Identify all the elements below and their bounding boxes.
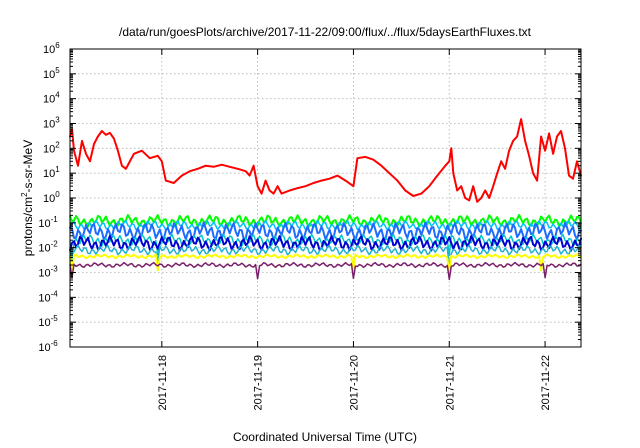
y-tick-label-base: 10 [38, 317, 50, 329]
series-line-4 [69, 221, 582, 242]
series-line-9 [69, 261, 582, 281]
y-tick-label: 10-4 [38, 289, 58, 304]
y-axis-label-rest: -s-sr-MeV [21, 140, 35, 193]
y-tick-label-base: 10 [38, 342, 50, 354]
y-tick-label: 10-6 [38, 339, 58, 354]
y-tick-label-exp: 1 [55, 165, 60, 174]
grid-lines [70, 49, 581, 347]
y-tick-label-exp: 5 [55, 66, 60, 75]
y-axis-label: protons/cm2-s-sr-MeV [20, 140, 35, 256]
y-tick-label: 104 [43, 91, 60, 106]
y-tick-label-base: 10 [43, 143, 55, 155]
y-tick-label-exp: -3 [51, 265, 59, 274]
y-tick-label-exp: 6 [55, 41, 60, 50]
x-tick-label: 2017-11-22 [540, 355, 552, 410]
y-tick-label-exp: -4 [51, 289, 59, 298]
y-tick-label-base: 10 [43, 119, 55, 131]
y-tick-label-exp: 4 [55, 91, 60, 100]
y-tick-label: 10-2 [38, 240, 58, 255]
x-tick-label: 2017-11-20 [348, 355, 360, 410]
y-tick-label-exp: 3 [55, 116, 60, 125]
series-line-8 [69, 253, 582, 274]
y-tick-label: 101 [43, 165, 60, 180]
y-tick-label-base: 10 [38, 292, 50, 304]
series-line-2 [69, 213, 582, 228]
y-tick-label-exp: -1 [51, 215, 59, 224]
y-tick-label-base: 10 [43, 69, 55, 81]
y-tick-label: 103 [43, 116, 60, 131]
x-axis: 2017-11-18 2017-11-19 2017-11-20 2017-11-21… [157, 49, 552, 410]
chart-title: /data/run/goesPlots/archive/2017-11-22/0… [119, 25, 532, 39]
y-axis-label-sup: 2 [20, 192, 29, 197]
y-tick-label-exp: -6 [51, 339, 59, 348]
x-axis-label: Coordinated Universal Time (UTC) [233, 430, 417, 444]
y-tick-label-exp: 0 [55, 190, 60, 199]
x-tick-label: 2017-11-19 [253, 355, 265, 410]
y-tick-label-base: 10 [38, 243, 50, 255]
y-tick-label: 105 [43, 66, 60, 81]
y-tick-label-base: 10 [38, 218, 50, 230]
y-tick-label: 10-5 [38, 314, 58, 329]
y-tick-label: 102 [43, 140, 60, 155]
y-tick-label-base: 10 [43, 94, 55, 106]
y-tick-label-base: 10 [43, 44, 55, 56]
y-tick-label: 106 [43, 41, 60, 56]
series-line-6 [69, 234, 582, 252]
y-tick-label-base: 10 [38, 268, 50, 280]
x-tick-label: 2017-11-18 [157, 355, 169, 410]
y-tick-label: 10-3 [38, 265, 58, 280]
x-tick-label: 2017-11-21 [444, 355, 456, 410]
y-tick-label-base: 10 [43, 168, 55, 180]
series-group [69, 118, 582, 281]
series-line-1 [69, 118, 582, 203]
series-line-7 [69, 244, 582, 269]
y-axis-label-base: protons/cm [21, 197, 35, 256]
series-line-3 [69, 219, 582, 231]
y-tick-label-exp: 2 [55, 140, 60, 149]
y-tick-label: 10-1 [38, 215, 58, 230]
y-tick-label-exp: -5 [51, 314, 59, 323]
y-axis: 10-610-510-410-310-210-11001011021031041… [38, 41, 581, 354]
y-tick-label-exp: -2 [51, 240, 59, 249]
y-tick-label: 100 [43, 190, 60, 205]
y-tick-label-base: 10 [43, 193, 55, 205]
